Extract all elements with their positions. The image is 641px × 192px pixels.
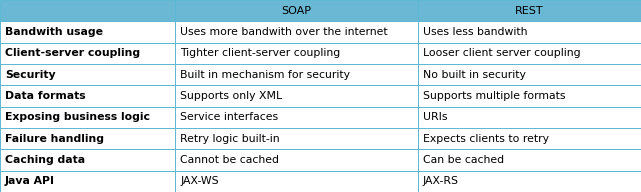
Bar — [418, 171, 641, 192]
Bar — [0, 0, 175, 21]
Text: Cannot be cached: Cannot be cached — [180, 155, 279, 165]
Text: Supports only XML: Supports only XML — [180, 91, 282, 101]
Text: Retry logic built-in: Retry logic built-in — [180, 134, 279, 144]
Text: JAX-RS: JAX-RS — [423, 176, 459, 186]
Bar — [418, 21, 641, 43]
Bar — [0, 107, 175, 128]
Bar — [418, 85, 641, 107]
Bar — [0, 85, 175, 107]
Bar — [0, 128, 175, 149]
Text: SOAP: SOAP — [281, 6, 312, 16]
Text: Uses less bandwith: Uses less bandwith — [423, 27, 528, 37]
Bar — [175, 0, 418, 21]
Bar — [418, 128, 641, 149]
Text: Expects clients to retry: Expects clients to retry — [423, 134, 549, 144]
Bar — [418, 0, 641, 21]
Bar — [175, 149, 418, 171]
Text: JAX-WS: JAX-WS — [180, 176, 219, 186]
Text: Built in mechanism for security: Built in mechanism for security — [180, 70, 350, 80]
Text: URIs: URIs — [423, 112, 447, 122]
Text: Looser client server coupling: Looser client server coupling — [423, 48, 581, 58]
Bar — [175, 128, 418, 149]
Bar — [418, 64, 641, 85]
Bar — [175, 64, 418, 85]
Text: Data formats: Data formats — [5, 91, 86, 101]
Bar — [175, 21, 418, 43]
Text: No built in security: No built in security — [423, 70, 526, 80]
Text: Caching data: Caching data — [5, 155, 85, 165]
Bar — [175, 85, 418, 107]
Text: Client-server coupling: Client-server coupling — [5, 48, 140, 58]
Text: Uses more bandwith over the internet: Uses more bandwith over the internet — [180, 27, 388, 37]
Text: Bandwith usage: Bandwith usage — [5, 27, 103, 37]
Bar — [175, 43, 418, 64]
Text: Failure handling: Failure handling — [5, 134, 104, 144]
Text: Supports multiple formats: Supports multiple formats — [423, 91, 565, 101]
Text: Service interfaces: Service interfaces — [180, 112, 278, 122]
Text: Java API: Java API — [5, 176, 55, 186]
Text: Tighter client-server coupling: Tighter client-server coupling — [180, 48, 340, 58]
Bar — [418, 149, 641, 171]
Bar — [175, 107, 418, 128]
Text: Security: Security — [5, 70, 56, 80]
Bar — [0, 43, 175, 64]
Bar — [0, 64, 175, 85]
Bar — [175, 171, 418, 192]
Text: REST: REST — [515, 6, 544, 16]
Bar — [418, 43, 641, 64]
Text: Exposing business logic: Exposing business logic — [5, 112, 150, 122]
Bar — [418, 107, 641, 128]
Bar — [0, 149, 175, 171]
Bar — [0, 171, 175, 192]
Text: Can be cached: Can be cached — [423, 155, 504, 165]
Bar — [0, 21, 175, 43]
